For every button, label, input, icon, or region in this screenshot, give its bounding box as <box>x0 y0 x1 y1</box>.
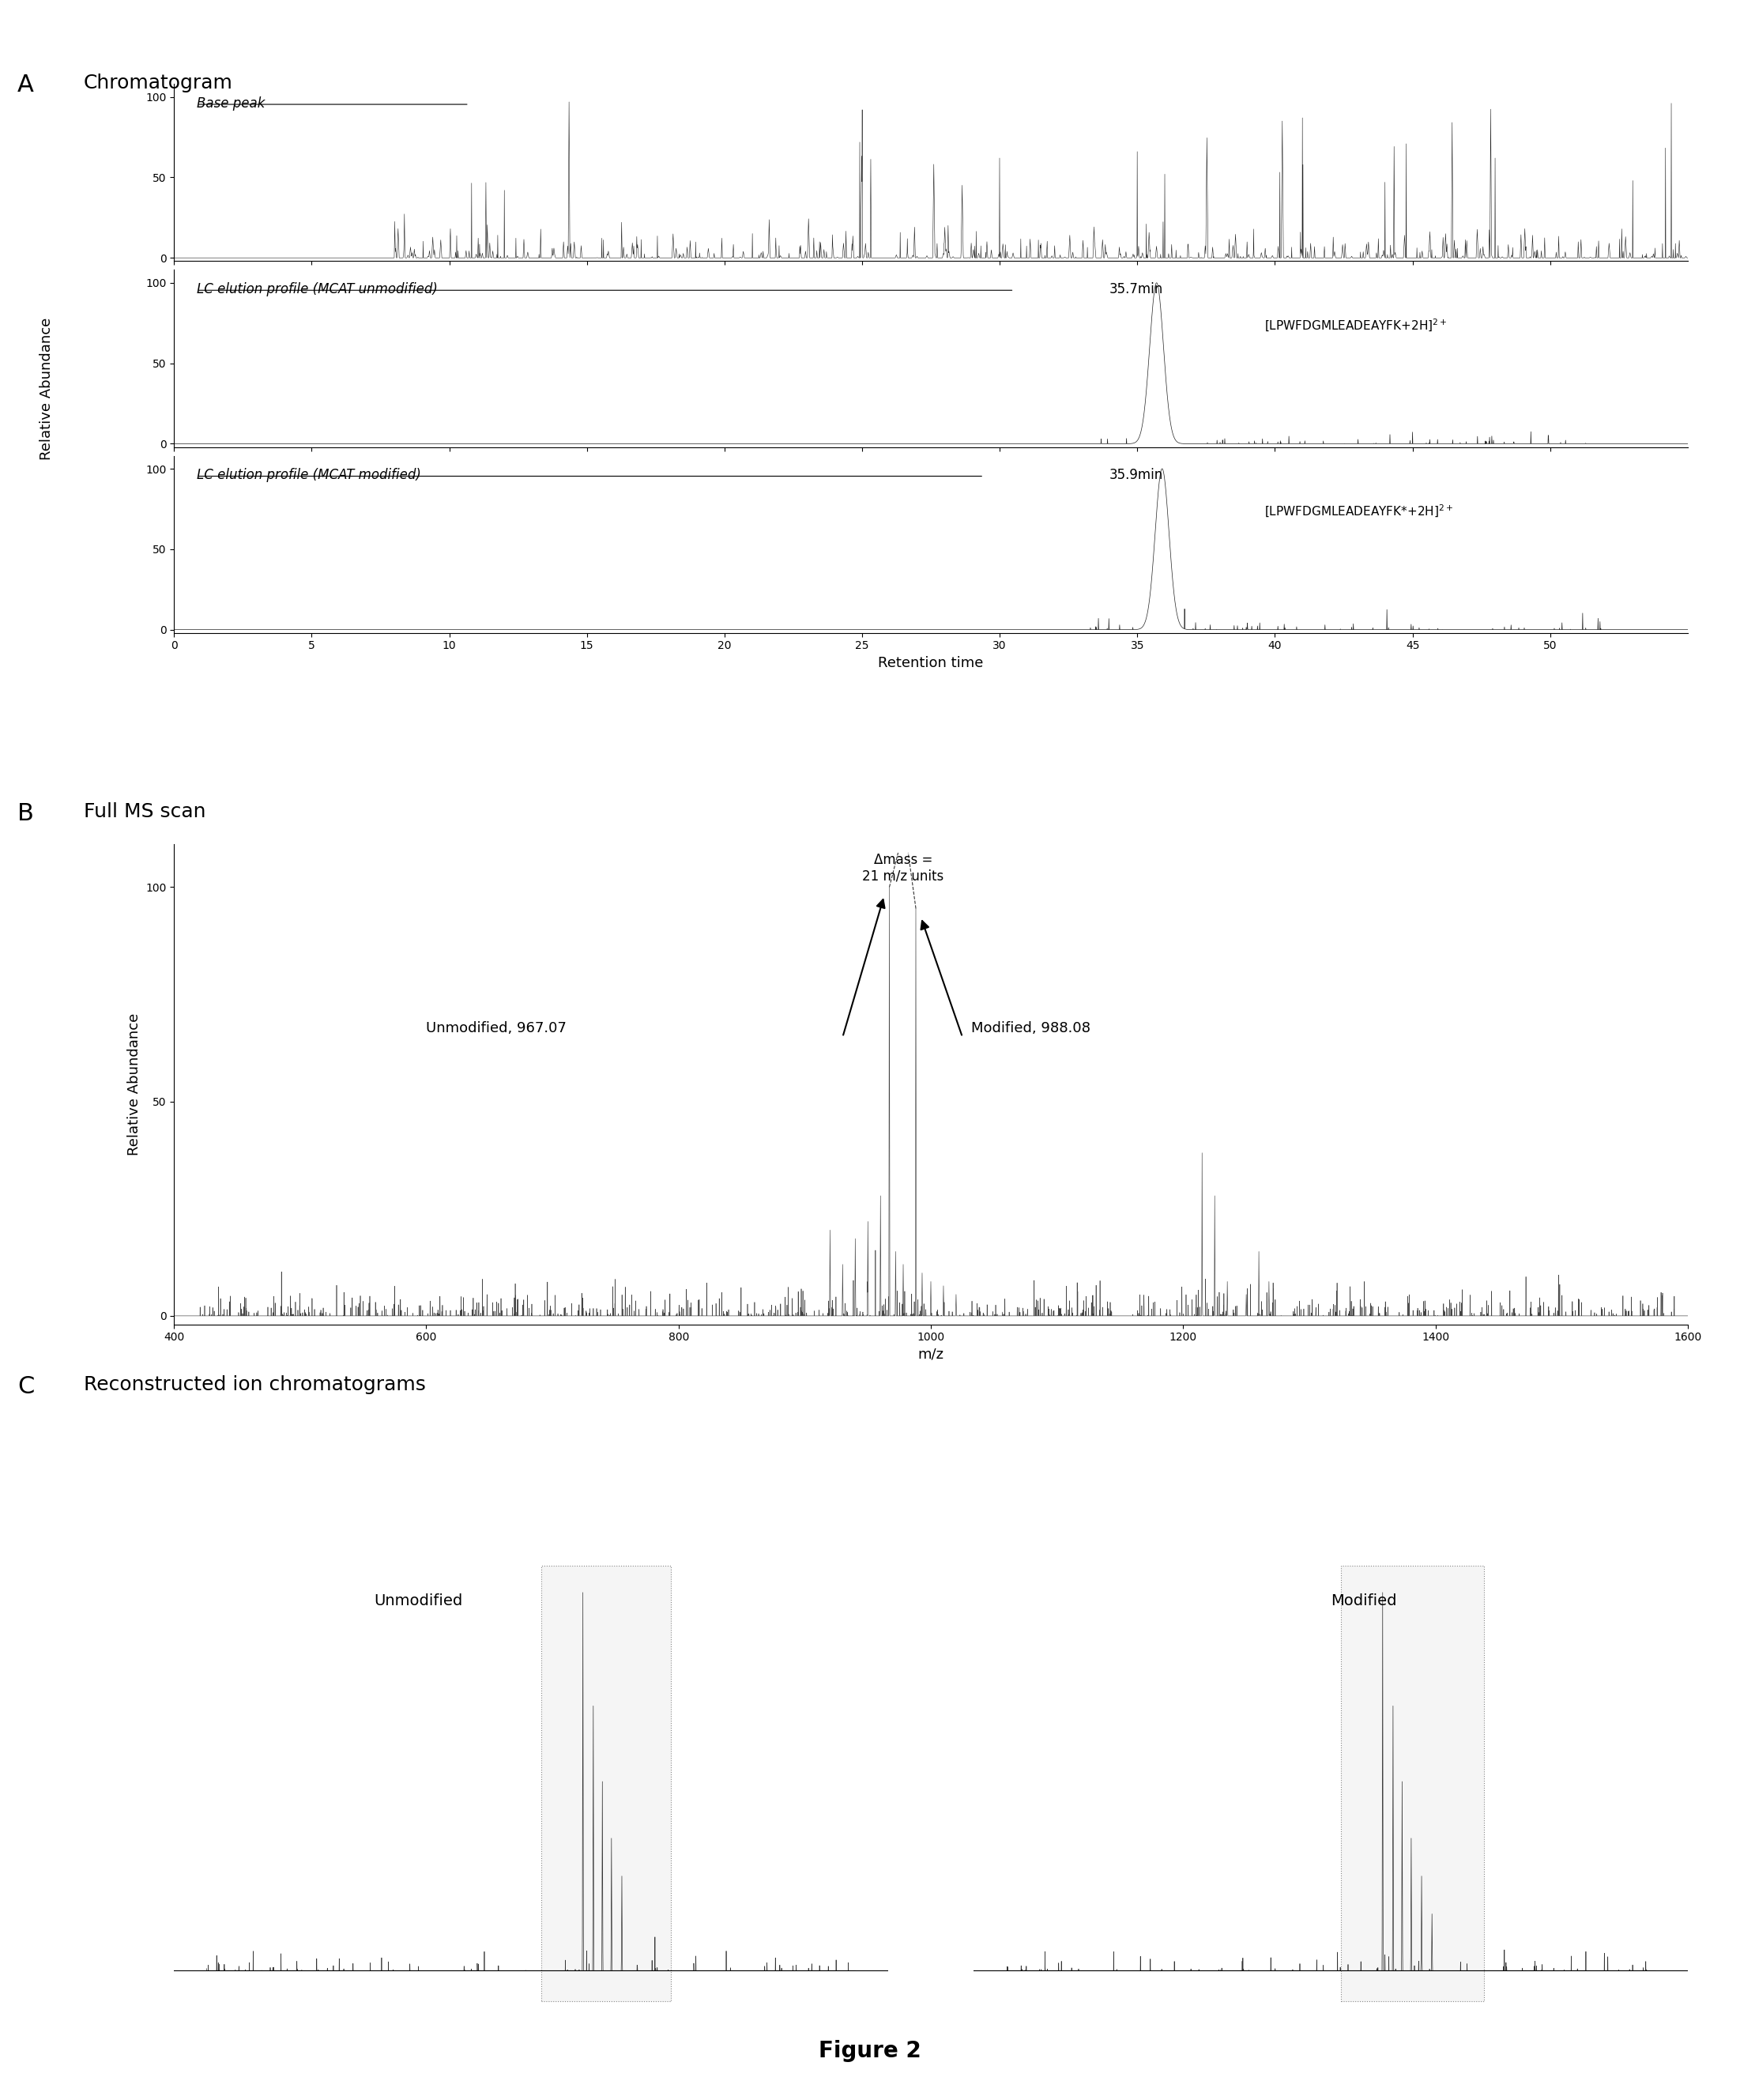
X-axis label: Retention time: Retention time <box>879 655 983 670</box>
X-axis label: m/z: m/z <box>919 1348 943 1361</box>
Text: A: A <box>17 74 33 97</box>
Bar <box>541 1567 672 2001</box>
Text: Reconstructed ion chromatograms: Reconstructed ion chromatograms <box>84 1376 426 1394</box>
Text: Relative Abundance: Relative Abundance <box>40 317 54 460</box>
Text: Chromatogram: Chromatogram <box>84 74 233 92</box>
Text: Full MS scan: Full MS scan <box>84 802 205 821</box>
Text: 35.7min: 35.7min <box>1110 281 1164 296</box>
Bar <box>1342 1567 1484 2001</box>
Text: Δmass =
21 m/z units: Δmass = 21 m/z units <box>863 853 943 884</box>
Text: [LPWFDGMLEADEAYFK*+2H]$^{2+}$: [LPWFDGMLEADEAYFK*+2H]$^{2+}$ <box>1263 504 1453 519</box>
Text: C: C <box>17 1376 35 1399</box>
Text: [LPWFDGMLEADEAYFK+2H]$^{2+}$: [LPWFDGMLEADEAYFK+2H]$^{2+}$ <box>1263 317 1446 334</box>
Text: B: B <box>17 802 33 825</box>
Text: LC elution profile (MCAT modified): LC elution profile (MCAT modified) <box>197 468 421 483</box>
Text: Base peak: Base peak <box>197 97 264 111</box>
Text: Modified, 988.08: Modified, 988.08 <box>971 1021 1091 1035</box>
Text: Unmodified: Unmodified <box>374 1594 463 1609</box>
Text: Unmodified, 967.07: Unmodified, 967.07 <box>426 1021 567 1035</box>
Text: LC elution profile (MCAT unmodified): LC elution profile (MCAT unmodified) <box>197 281 438 296</box>
Y-axis label: Relative Abundance: Relative Abundance <box>127 1012 141 1155</box>
Text: Figure 2: Figure 2 <box>820 2039 920 2062</box>
Text: 35.9min: 35.9min <box>1110 468 1164 483</box>
Text: Modified: Modified <box>1331 1594 1397 1609</box>
